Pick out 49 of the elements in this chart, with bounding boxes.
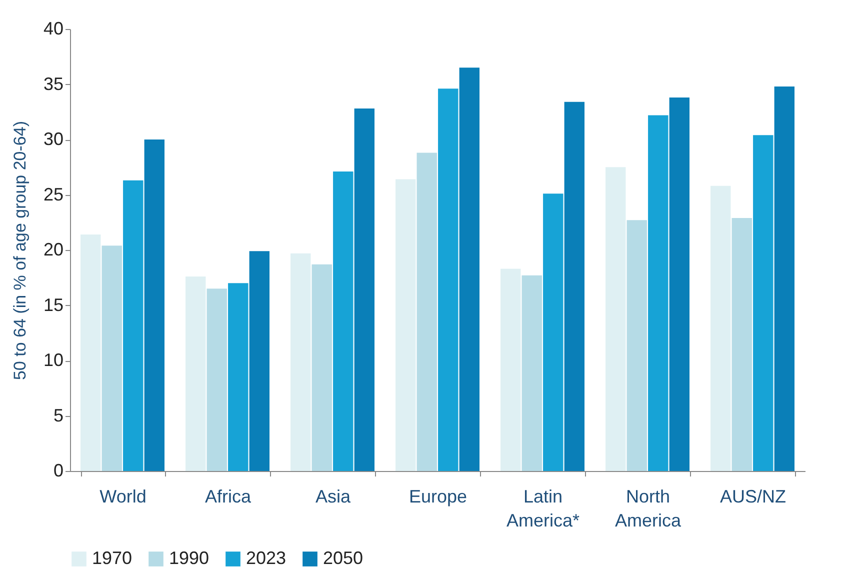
bar: [144, 140, 164, 471]
bar: [186, 276, 206, 471]
bar: [438, 88, 458, 471]
bar: [459, 68, 480, 471]
bar: [606, 167, 626, 471]
bar: [102, 246, 122, 471]
x-tick-label: North America: [614, 486, 682, 530]
x-tick-label: AUS/NZ: [720, 486, 786, 506]
bar: [354, 108, 374, 471]
bar: [774, 86, 794, 471]
bar: [290, 253, 311, 471]
bar: [396, 179, 416, 471]
y-tick-label: 10: [43, 350, 64, 370]
bar: [626, 220, 647, 471]
bar: [564, 102, 584, 471]
x-tick-label: Latin America*: [506, 486, 580, 530]
bar: [753, 135, 774, 471]
legend-label: 2050: [323, 548, 364, 568]
y-tick-label: 15: [43, 294, 64, 315]
x-tick-label: Asia: [315, 486, 352, 506]
y-tick-label: 20: [43, 240, 64, 260]
x-tick-label: Africa: [204, 486, 252, 506]
bar: [80, 234, 101, 471]
y-tick-label: 40: [43, 18, 64, 38]
bar: [710, 186, 731, 471]
bar: [543, 194, 564, 471]
bar: [416, 152, 437, 471]
bar: [500, 268, 521, 471]
legend-label: 2023: [246, 548, 286, 568]
y-tick-label: 5: [53, 405, 64, 426]
y-tick-label: 0: [53, 460, 64, 480]
bar: [249, 251, 270, 471]
bar: [522, 275, 542, 471]
bar: [206, 288, 227, 471]
y-tick-label: 35: [43, 74, 64, 94]
y-tick-label: 30: [43, 129, 64, 149]
x-tick-label: Europe: [408, 486, 468, 506]
bar: [228, 283, 248, 471]
bar: [669, 98, 690, 471]
legend-label: 1990: [169, 548, 210, 568]
legend-label: 1970: [92, 548, 132, 568]
y-axis-title: 50 to 64 (in % of age group 20-64): [10, 121, 30, 380]
x-tick-label: World: [100, 486, 146, 506]
bar: [648, 115, 668, 471]
bar: [123, 180, 144, 471]
bar: [333, 172, 354, 471]
bar: [312, 264, 332, 471]
y-tick-label: 25: [43, 184, 64, 204]
bar: [732, 218, 752, 471]
